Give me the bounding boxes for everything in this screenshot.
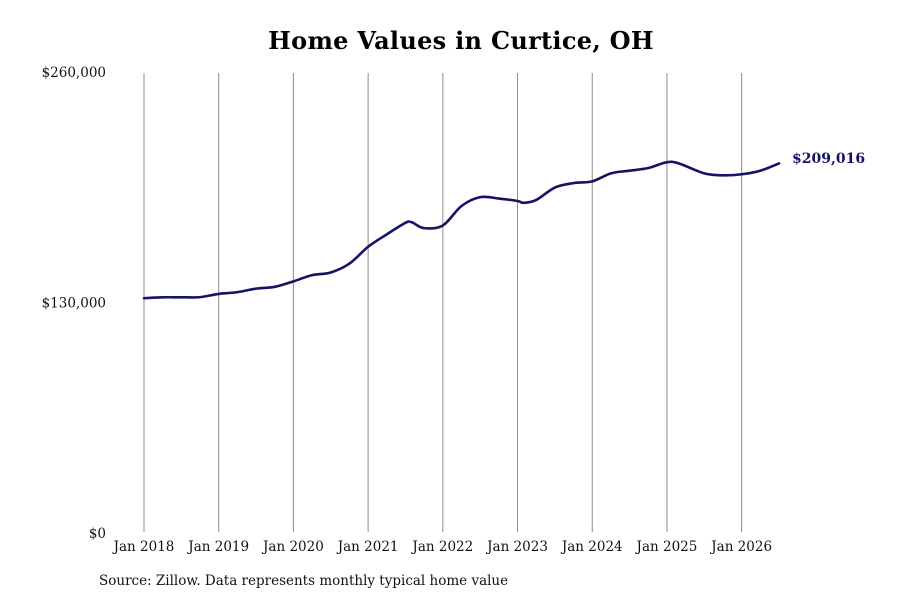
y-tick-label: $130,000 — [42, 296, 106, 312]
series-line — [142, 160, 781, 300]
x-tick-label: Jan 2018 — [112, 539, 175, 555]
y-tick-label: $0 — [89, 526, 106, 542]
gridlines — [143, 73, 743, 532]
end-value-label: $209,016 — [792, 151, 865, 167]
x-tick-label: Jan 2022 — [410, 539, 473, 555]
x-tick-label: Jan 2023 — [485, 539, 548, 555]
y-axis-ticks: $0 $130,000 $260,000 — [42, 65, 106, 542]
source-note: Source: Zillow. Data represents monthly … — [99, 573, 509, 589]
x-tick-label: Jan 2025 — [635, 539, 698, 555]
series-layer: $209,016 — [142, 151, 865, 300]
chart-title: Home Values in Curtice, OH — [268, 26, 654, 55]
x-axis-ticks: Jan 2018 Jan 2019 Jan 2020 Jan 2021 Jan 2022… — [112, 539, 772, 555]
y-tick-label: $260,000 — [42, 65, 106, 81]
x-tick-label: Jan 2021 — [336, 539, 399, 555]
x-tick-label: Jan 2019 — [186, 539, 249, 555]
x-tick-label: Jan 2024 — [560, 539, 623, 555]
x-tick-label: Jan 2026 — [709, 539, 772, 555]
x-tick-label: Jan 2020 — [261, 539, 324, 555]
